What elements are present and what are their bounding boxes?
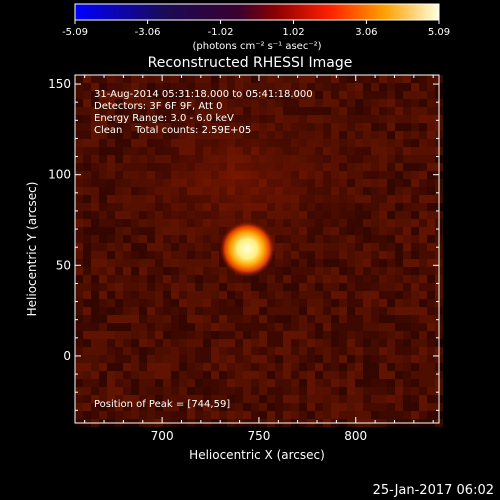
colorbar bbox=[74, 3, 440, 21]
peak-source bbox=[219, 221, 276, 277]
colorbar-tick-label: -1.02 bbox=[208, 27, 234, 38]
colorbar-tick-label: -3.06 bbox=[135, 27, 161, 38]
y-tick-label: 150 bbox=[48, 77, 71, 91]
y-tick-label: 50 bbox=[56, 258, 71, 272]
info-line-2: Detectors: 3F 6F 9F, Att 0 bbox=[94, 101, 222, 112]
y-tick-label: 0 bbox=[63, 349, 71, 363]
colorbar-tick-label: 1.02 bbox=[282, 27, 304, 38]
info-line-4: Clean Total counts: 2.59E+05 bbox=[94, 125, 251, 136]
y-tick-label: 100 bbox=[48, 168, 71, 182]
x-tick-label: 750 bbox=[247, 429, 270, 443]
colorbar-tick-label: 5.09 bbox=[428, 27, 450, 38]
info-line-1: 31-Aug-2014 05:31:18.000 to 05:41:18.000 bbox=[94, 89, 313, 100]
colorbar-tick-label: 3.06 bbox=[355, 27, 377, 38]
colorbar-ticks: -5.09 -3.06 -1.02 1.02 3.06 5.09 bbox=[62, 20, 450, 38]
info-block: 31-Aug-2014 05:31:18.000 to 05:41:18.000… bbox=[94, 89, 313, 136]
x-axis-label: Heliocentric X (arcsec) bbox=[189, 448, 325, 462]
footer-date: 25-Jan-2017 06:02 bbox=[373, 483, 494, 498]
plot-area bbox=[70, 60, 443, 427]
colorbar-tick-label: -5.09 bbox=[62, 27, 88, 38]
colorbar-units: (photons cm⁻² s⁻¹ asec⁻²) bbox=[192, 41, 321, 52]
peak-label: Position of Peak = [744,59] bbox=[94, 399, 230, 410]
y-axis-label: Heliocentric Y (arcsec) bbox=[25, 182, 39, 317]
axis-ticks: 700 750 800 0 50 100 150 bbox=[48, 75, 439, 443]
x-tick-label: 800 bbox=[344, 429, 367, 443]
x-tick-label: 700 bbox=[151, 429, 174, 443]
info-line-3: Energy Range: 3.0 - 6.0 keV bbox=[94, 113, 234, 124]
